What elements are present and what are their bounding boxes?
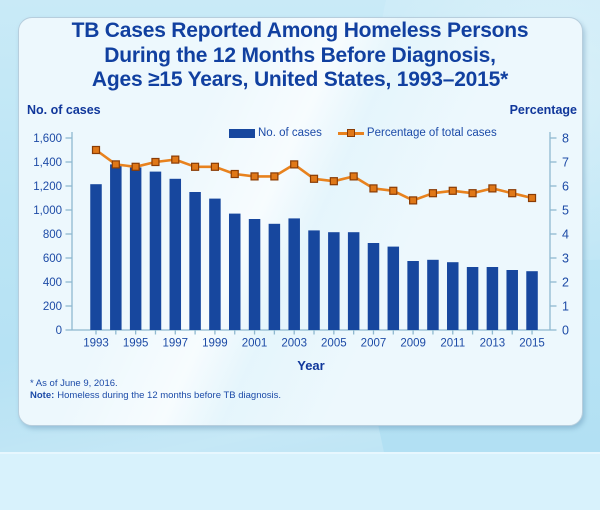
bar-swatch-icon xyxy=(229,128,255,138)
note-label: Note: xyxy=(30,390,55,401)
chart-title: TB Cases Reported Among Homeless Persons… xyxy=(40,19,560,93)
x-axis-title: Year xyxy=(297,358,325,373)
background-bottom-band xyxy=(0,452,600,510)
right-axis-title: Percentage xyxy=(509,103,577,117)
line-swatch-icon xyxy=(337,129,364,137)
legend-item-cases: No. of cases xyxy=(229,127,322,139)
footnotes: * As of June 9, 2016. Note: Homeless duri… xyxy=(30,378,281,402)
title-line-3: Ages ≥15 Years, United States, 1993–2015… xyxy=(91,68,509,91)
legend-label-percentage: Percentage of total cases xyxy=(366,127,497,139)
legend: No. of cases Percentage of total cases xyxy=(229,127,497,139)
footnote-asof: * As of June 9, 2016. xyxy=(30,378,118,389)
left-axis-title: No. of cases xyxy=(27,103,101,117)
line-marker-icon xyxy=(346,129,355,137)
note-text: Homeless during the 12 months before TB … xyxy=(57,390,282,401)
legend-item-percentage: Percentage of total cases xyxy=(337,127,497,139)
footnote-note: Note: Homeless during the 12 months befor… xyxy=(30,390,281,402)
legend-label-cases: No. of cases xyxy=(258,127,322,139)
chart-panel xyxy=(18,17,583,426)
title-line-2: During the 12 Months Before Diagnosis, xyxy=(104,43,496,67)
title-line-1: TB Cases Reported Among Homeless Persons xyxy=(71,19,529,42)
